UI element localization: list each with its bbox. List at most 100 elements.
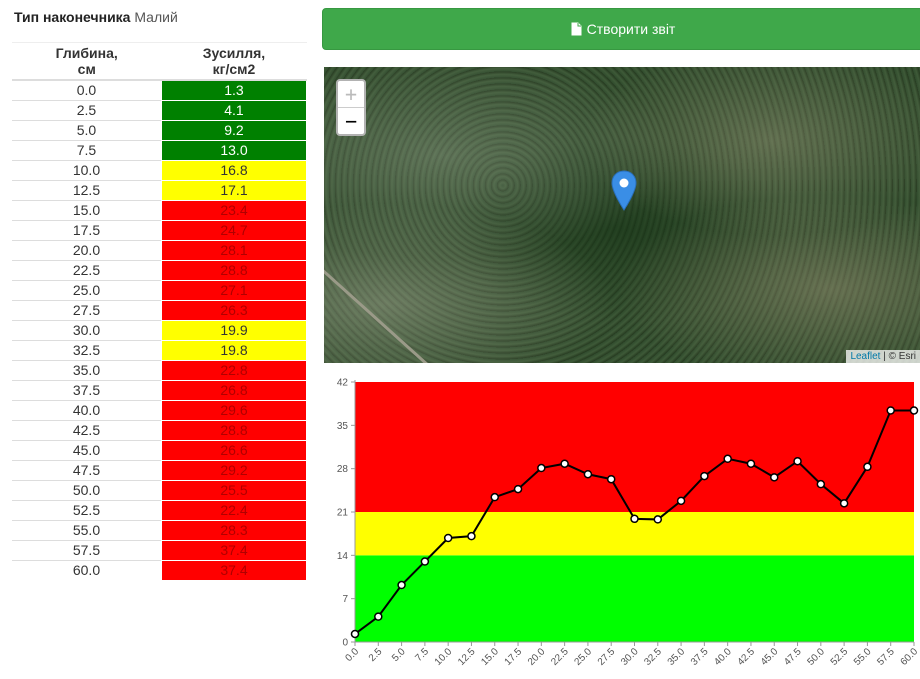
table-row: 32.5 19.8 [12,340,308,361]
table-row: 12.5 17.1 [12,180,308,201]
table-row: 52.5 22.4 [12,500,308,521]
force-cell: 19.8 [160,340,308,361]
x-tick-label: 60.0 [899,646,920,668]
chart-point [490,492,499,502]
depth-cell: 5.0 [12,120,162,141]
x-tick-label: 57.5 [875,646,897,668]
table-row: 42.5 28.8 [12,420,308,441]
chart-band [355,382,914,512]
chart-point [863,462,872,472]
force-cell: 24.7 [160,220,308,241]
table-row: 25.0 27.1 [12,280,308,301]
force-cell: 1.3 [160,79,308,101]
x-tick-label: 52.5 [829,646,851,668]
force-depth-chart: 0 7 14 21 28 35 42 0.0 2.5 5.0 7.5 10.0 12.5 15.0 17.5… [337,378,920,668]
depth-cell: 35.0 [12,360,162,381]
force-cell: 29.6 [160,400,308,421]
x-tick-label: 37.5 [689,646,711,668]
chart-point [909,406,919,415]
tip-type-label: Тип наконечника [14,9,131,25]
force-cell: 27.1 [160,280,308,301]
chart-point [560,459,569,468]
force-cell: 26.8 [160,380,308,401]
x-tick-label: 5.0 [390,646,408,664]
depth-cell: 30.0 [12,320,162,341]
chart-point [583,469,593,479]
depth-cell: 20.0 [12,240,162,261]
depth-cell: 7.5 [12,140,162,161]
depth-cell: 52.5 [12,500,162,521]
depth-cell: 0.0 [12,79,162,101]
force-cell: 28.1 [160,240,308,261]
force-cell: 16.8 [160,160,308,181]
create-report-label: Створити звіт [586,21,676,37]
force-cell: 25.5 [160,480,308,501]
chart-point [606,474,616,484]
force-cell: 13.0 [160,140,308,161]
chart-point [467,531,476,541]
x-tick-label: 40.0 [712,646,734,668]
depth-column-header: Глибина, см [12,42,162,81]
map-attribution: Leaflet | © Esri [846,350,920,363]
table-row: 30.0 19.9 [12,320,308,341]
x-tick-label: 7.5 [413,646,431,664]
depth-cell: 25.0 [12,280,162,301]
force-cell: 28.8 [160,260,308,281]
zoom-out-button[interactable]: − [344,109,358,133]
table-row: 0.0 1.3 [12,79,308,101]
file-icon [571,22,582,36]
table-row: 50.0 25.5 [12,480,308,501]
force-cell: 19.9 [160,320,308,341]
table-row: 37.5 26.8 [12,380,308,401]
zoom-control: + − [336,79,366,136]
x-tick-label: 0.0 [344,646,362,664]
tip-type-value: Малий [134,9,178,25]
x-tick-label: 12.5 [456,646,478,668]
table-row: 47.5 29.2 [12,460,308,481]
map-marker-icon[interactable] [611,170,637,212]
depth-cell: 17.5 [12,220,162,241]
satellite-map[interactable]: + − Leaflet | © Esri [324,67,920,363]
attribution-text: | © Esri [880,351,916,362]
force-cell: 26.3 [160,300,308,321]
x-tick-label: 17.5 [503,646,525,668]
chart-point [350,629,360,639]
chart-point [839,499,849,508]
create-report-button[interactable]: Створити звіт [322,8,920,50]
depth-cell: 55.0 [12,520,162,541]
table-row: 40.0 29.6 [12,400,308,421]
depth-cell: 57.5 [12,540,162,561]
table-row: 55.0 28.3 [12,520,308,541]
leaflet-link[interactable]: Leaflet [850,351,881,362]
table-row: 35.0 22.8 [12,360,308,381]
table-row: 22.5 28.8 [12,260,308,281]
table-row: 5.0 9.2 [12,120,308,141]
force-cell: 28.8 [160,420,308,441]
depth-cell: 22.5 [12,260,162,281]
x-tick-label: 20.0 [526,646,548,668]
y-tick-label: 28 [337,464,349,475]
x-tick-label: 35.0 [666,646,688,668]
chart-point [537,463,546,473]
table-row: 60.0 37.4 [12,560,308,581]
zoom-in-button[interactable]: + [338,81,364,108]
table-row: 7.5 13.0 [12,140,308,161]
chart-point [420,557,430,566]
force-cell: 37.4 [160,540,308,561]
chart-point [793,456,802,466]
depth-cell: 15.0 [12,200,162,221]
x-tick-label: 32.5 [642,646,664,668]
depth-cell: 40.0 [12,400,162,421]
table-row: 10.0 16.8 [12,160,308,181]
chart-point [886,406,895,415]
table-row: 2.5 4.1 [12,100,308,121]
table-row: 57.5 37.4 [12,540,308,561]
chart-point [374,612,383,621]
table-row: 20.0 28.1 [12,240,308,261]
x-tick-label: 55.0 [852,646,874,668]
y-tick-label: 0 [342,638,348,649]
x-tick-label: 47.5 [782,646,804,668]
depth-cell: 60.0 [12,560,162,581]
chart-point [816,479,826,489]
force-cell: 17.1 [160,180,308,201]
